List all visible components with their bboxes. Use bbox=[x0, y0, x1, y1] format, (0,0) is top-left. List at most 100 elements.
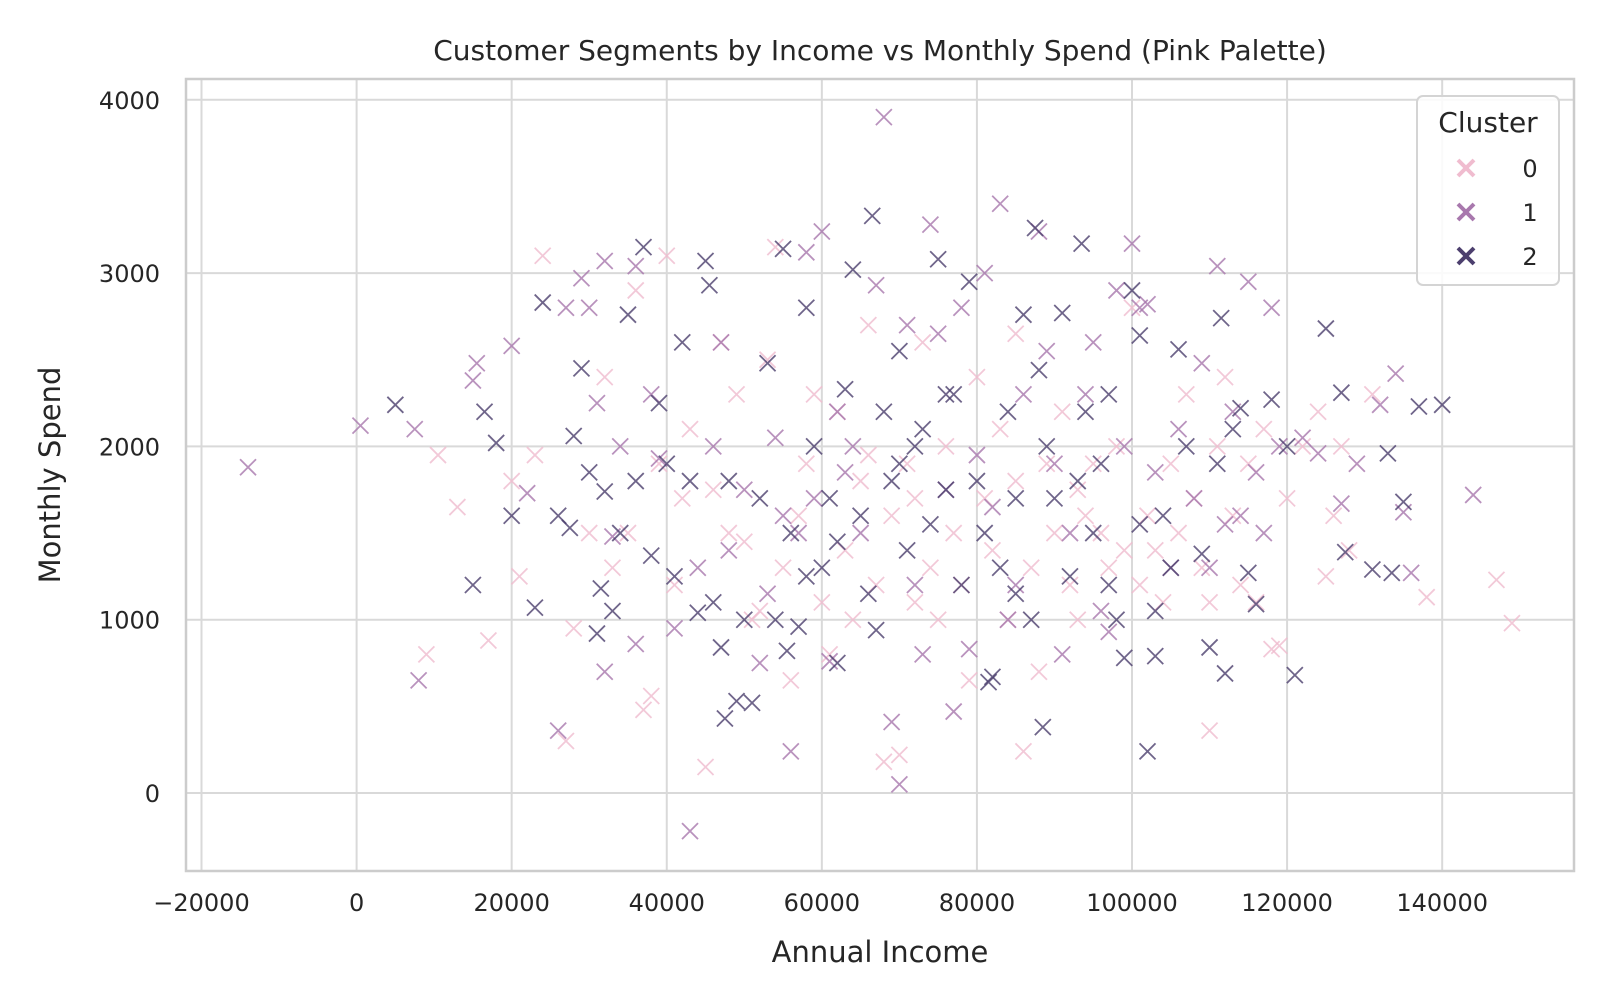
data-point bbox=[510, 567, 529, 586]
data-point bbox=[1332, 384, 1351, 402]
data-point bbox=[1208, 437, 1226, 456]
data-point bbox=[1324, 507, 1343, 525]
data-point bbox=[1146, 541, 1164, 560]
data-point bbox=[526, 598, 544, 617]
data-point bbox=[782, 671, 800, 690]
data-point bbox=[1169, 340, 1188, 358]
data-point bbox=[844, 260, 862, 279]
data-point bbox=[1084, 333, 1102, 352]
data-point bbox=[1363, 385, 1382, 404]
data-point bbox=[778, 642, 796, 660]
data-point bbox=[720, 541, 738, 560]
data-point bbox=[1177, 437, 1195, 456]
data-point bbox=[1247, 595, 1265, 613]
data-point bbox=[1224, 420, 1242, 438]
y-tick-label: 1000 bbox=[99, 607, 160, 635]
legend: Cluster 0 1 2 bbox=[1416, 95, 1560, 286]
data-point bbox=[797, 243, 815, 261]
data-point bbox=[588, 624, 606, 643]
data-point bbox=[1332, 437, 1351, 456]
data-point bbox=[429, 446, 447, 464]
data-point bbox=[890, 775, 909, 793]
data-point bbox=[875, 108, 893, 126]
data-point bbox=[1115, 649, 1133, 667]
data-point bbox=[828, 654, 846, 672]
data-point bbox=[619, 524, 637, 542]
data-point bbox=[1239, 564, 1257, 582]
legend-marker bbox=[1456, 202, 1476, 222]
data-point bbox=[1363, 560, 1382, 579]
legend-label: 0 bbox=[1522, 155, 1537, 183]
data-point bbox=[1200, 559, 1219, 577]
data-point bbox=[735, 611, 753, 629]
data-point bbox=[572, 269, 591, 287]
data-point bbox=[766, 429, 784, 447]
data-point bbox=[859, 585, 878, 603]
data-point bbox=[1193, 354, 1211, 372]
y-tick-label: 0 bbox=[145, 780, 160, 808]
x-tick-label: 40000 bbox=[629, 889, 705, 917]
data-point bbox=[464, 576, 482, 594]
data-point bbox=[1200, 638, 1219, 657]
data-point bbox=[844, 611, 862, 629]
data-point bbox=[813, 559, 831, 577]
data-point bbox=[1262, 299, 1281, 317]
data-points bbox=[239, 108, 1521, 840]
legend-box bbox=[1416, 95, 1560, 286]
data-point bbox=[813, 222, 831, 241]
data-point bbox=[475, 403, 494, 421]
data-point bbox=[735, 481, 753, 499]
data-point bbox=[945, 702, 963, 721]
data-point bbox=[1138, 742, 1157, 761]
data-point bbox=[1146, 463, 1164, 482]
series-cluster-2 bbox=[386, 207, 1451, 761]
data-point bbox=[1026, 219, 1044, 237]
data-point bbox=[619, 306, 637, 324]
data-point bbox=[468, 354, 486, 372]
y-tick-label: 3000 bbox=[99, 260, 160, 288]
data-point bbox=[716, 709, 734, 728]
data-point bbox=[1115, 437, 1133, 456]
data-point bbox=[1169, 420, 1188, 438]
data-point bbox=[696, 758, 715, 776]
data-point bbox=[572, 359, 591, 378]
data-point bbox=[983, 668, 1002, 686]
data-point bbox=[1336, 543, 1354, 561]
y-tick-label: 4000 bbox=[99, 87, 160, 115]
data-point bbox=[1332, 494, 1351, 513]
data-point bbox=[782, 742, 800, 761]
data-point bbox=[890, 455, 909, 473]
data-point bbox=[565, 427, 583, 445]
data-point bbox=[1022, 611, 1040, 629]
data-point bbox=[851, 472, 870, 490]
data-point bbox=[565, 619, 583, 638]
data-point bbox=[650, 449, 668, 468]
data-point bbox=[863, 207, 881, 225]
data-point bbox=[1131, 576, 1149, 594]
data-point bbox=[1208, 257, 1226, 275]
data-point bbox=[239, 458, 257, 476]
data-point bbox=[983, 498, 1002, 516]
data-point bbox=[406, 420, 424, 438]
data-point bbox=[1340, 541, 1358, 560]
data-point bbox=[1076, 385, 1095, 404]
data-point bbox=[898, 316, 916, 334]
data-point bbox=[596, 252, 614, 270]
data-point bbox=[914, 333, 932, 352]
data-point bbox=[503, 337, 521, 355]
data-point bbox=[1433, 396, 1451, 414]
data-point bbox=[1076, 403, 1095, 421]
data-point bbox=[689, 559, 707, 577]
data-point bbox=[580, 299, 598, 317]
data-point bbox=[696, 252, 715, 270]
data-point bbox=[1293, 437, 1312, 456]
legend-items: 0 1 2 bbox=[1456, 155, 1538, 271]
data-point bbox=[1487, 571, 1506, 589]
data-point bbox=[960, 671, 978, 690]
data-point bbox=[1053, 645, 1071, 664]
data-point bbox=[479, 631, 498, 650]
data-point bbox=[1061, 576, 1079, 594]
data-point bbox=[952, 299, 971, 317]
data-point bbox=[351, 416, 370, 435]
